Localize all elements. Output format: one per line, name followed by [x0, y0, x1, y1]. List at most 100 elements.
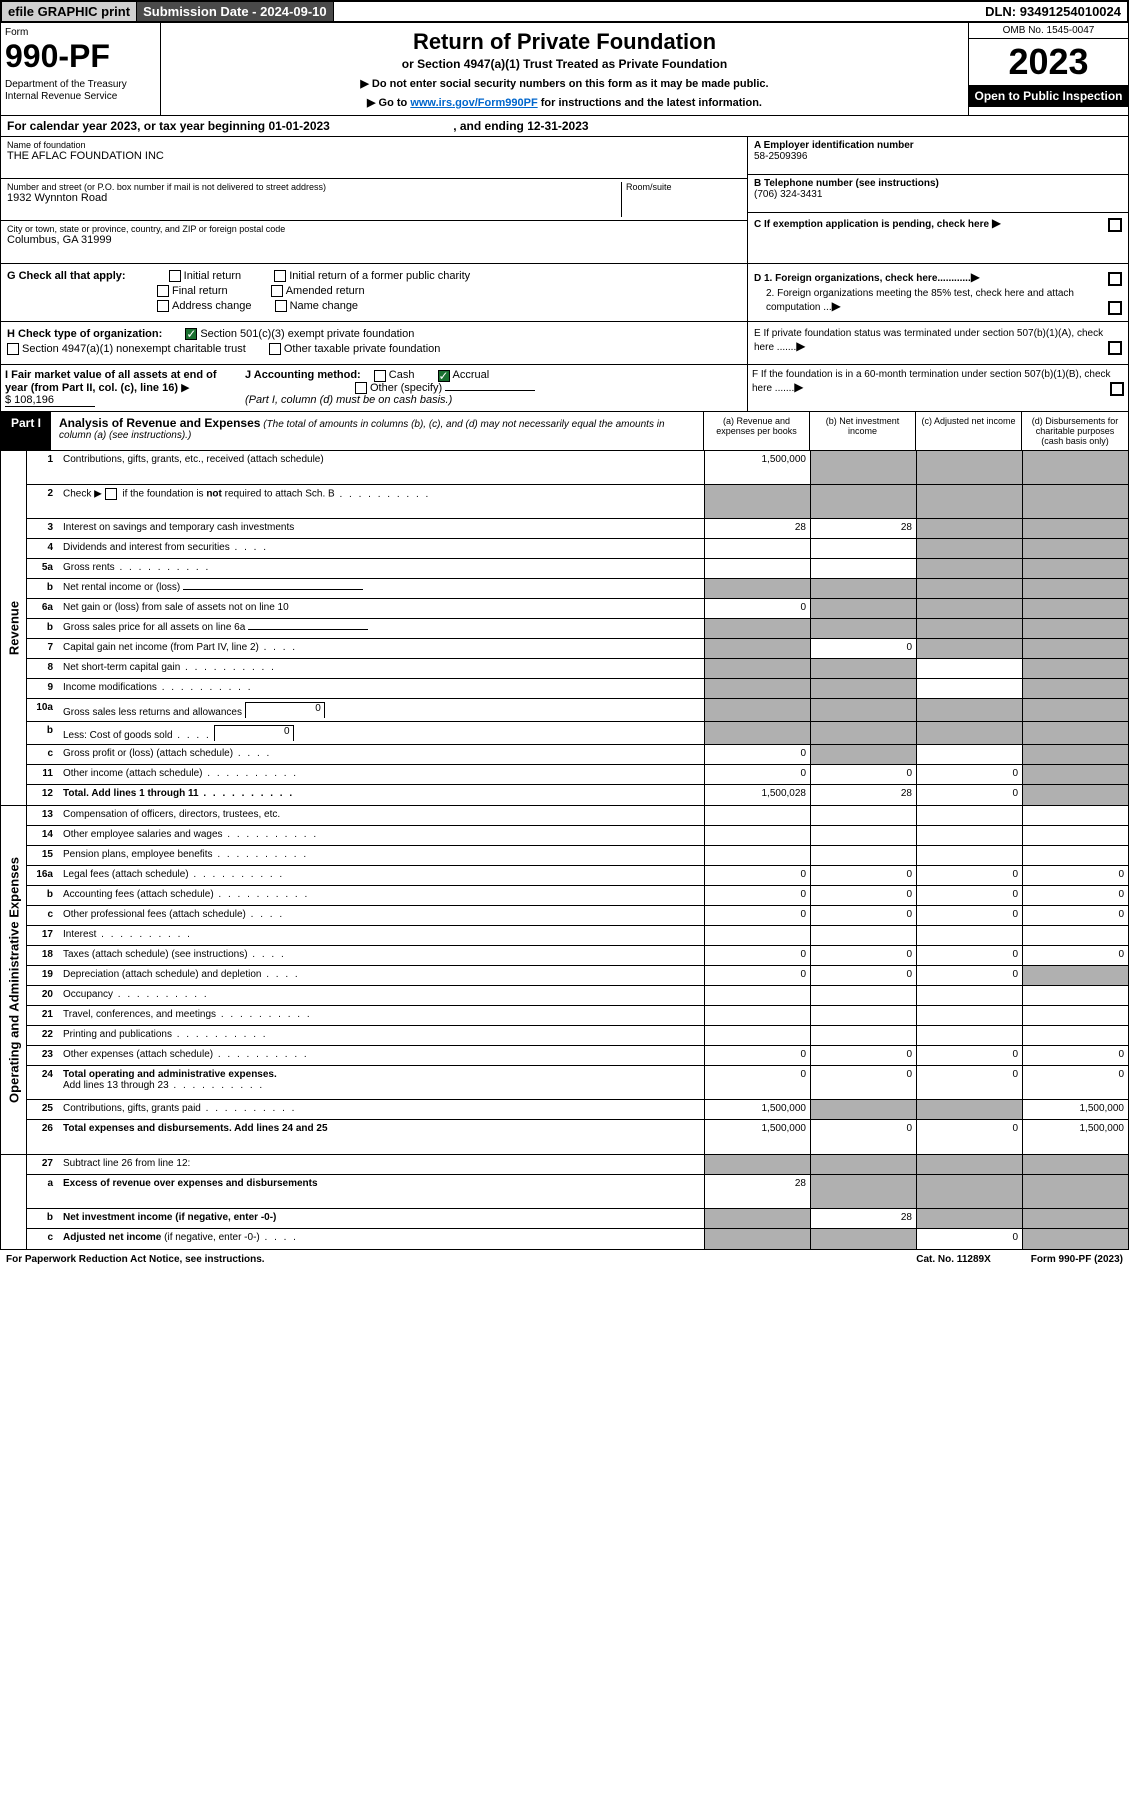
row-12-desc: Total. Add lines 1 through 11	[59, 785, 704, 805]
revenue-label: Revenue	[6, 601, 21, 655]
expenses-label: Operating and Administrative Expenses	[6, 858, 21, 1104]
form-number: 990-PF	[5, 38, 156, 75]
j-label: J Accounting method:	[245, 369, 361, 381]
row-4-desc: Dividends and interest from securities	[59, 539, 704, 558]
dept-treasury: Department of the Treasury Internal Reve…	[5, 79, 156, 103]
row-5b-desc: Net rental income or (loss)	[59, 579, 704, 598]
expenses-section: Operating and Administrative Expenses 13…	[0, 806, 1129, 1155]
cb-final-return[interactable]	[157, 285, 169, 297]
efile-button[interactable]: efile GRAPHIC print	[2, 2, 137, 21]
e-checkbox[interactable]	[1108, 341, 1122, 355]
form-ref: Form 990-PF (2023)	[1031, 1254, 1123, 1265]
e-label: E If private foundation status was termi…	[754, 328, 1103, 353]
row-1-desc: Contributions, gifts, grants, etc., rece…	[59, 451, 704, 484]
row-27a-desc: Excess of revenue over expenses and disb…	[59, 1175, 704, 1208]
cb-other-taxable[interactable]	[269, 343, 281, 355]
calendar-year-line: For calendar year 2023, or tax year begi…	[0, 116, 1129, 137]
street-address: 1932 Wynnton Road	[7, 192, 621, 204]
row-10a-desc: Gross sales less returns and allowances …	[59, 699, 704, 721]
row-19-desc: Depreciation (attach schedule) and deple…	[59, 966, 704, 985]
exemption-pending-label: C If exemption application is pending, c…	[754, 219, 989, 230]
row-11-a: 0	[704, 765, 810, 784]
g-label: G Check all that apply:	[7, 270, 126, 282]
cb-initial-former[interactable]	[274, 270, 286, 282]
d2-checkbox[interactable]	[1108, 301, 1122, 315]
section-h-e: H Check type of organization: Section 50…	[0, 322, 1129, 365]
d2-label: 2. Foreign organizations meeting the 85%…	[766, 288, 1074, 313]
cb-501c3[interactable]	[185, 328, 197, 340]
row-20-desc: Occupancy	[59, 986, 704, 1005]
row-18-desc: Taxes (attach schedule) (see instruction…	[59, 946, 704, 965]
cb-cash[interactable]	[374, 370, 386, 382]
part1-title: Analysis of Revenue and Expenses	[59, 416, 260, 430]
row-27c-desc: Adjusted net income (if negative, enter …	[59, 1229, 704, 1249]
ein-label: A Employer identification number	[754, 140, 1122, 151]
tax-year: 2023	[969, 39, 1128, 85]
row-26-desc: Total expenses and disbursements. Add li…	[59, 1120, 704, 1154]
name-label: Name of foundation	[7, 140, 741, 150]
row-8-desc: Net short-term capital gain	[59, 659, 704, 678]
row-16b-desc: Accounting fees (attach schedule)	[59, 886, 704, 905]
row-25-desc: Contributions, gifts, grants paid	[59, 1100, 704, 1119]
line-27-section: 27Subtract line 26 from line 12: aExcess…	[0, 1155, 1129, 1250]
row-3-b: 28	[810, 519, 916, 538]
foundation-name: THE AFLAC FOUNDATION INC	[7, 150, 741, 162]
row-6a-desc: Net gain or (loss) from sale of assets n…	[59, 599, 704, 618]
section-g-d: G Check all that apply: Initial return I…	[0, 264, 1129, 322]
part1-label: Part I	[1, 412, 51, 450]
form-subtitle: or Section 4947(a)(1) Trust Treated as P…	[167, 57, 962, 71]
row-3-desc: Interest on savings and temporary cash i…	[59, 519, 704, 538]
room-label: Room/suite	[626, 182, 741, 192]
row-11-c: 0	[916, 765, 1022, 784]
d1-label: D 1. Foreign organizations, check here..…	[754, 273, 971, 284]
top-bar: efile GRAPHIC print Submission Date - 20…	[0, 0, 1129, 23]
cb-amended-return[interactable]	[271, 285, 283, 297]
omb-number: OMB No. 1545-0047	[969, 23, 1128, 39]
phone-value: (706) 324-3431	[754, 189, 1122, 200]
cb-initial-return[interactable]	[169, 270, 181, 282]
row-16a-desc: Legal fees (attach schedule)	[59, 866, 704, 885]
row-7-desc: Capital gain net income (from Part IV, l…	[59, 639, 704, 658]
d1-checkbox[interactable]	[1108, 272, 1122, 286]
col-c-header: (c) Adjusted net income	[916, 412, 1022, 450]
row-7-b: 0	[810, 639, 916, 658]
cb-4947a1[interactable]	[7, 343, 19, 355]
cb-accrual[interactable]	[438, 370, 450, 382]
form-label: Form	[5, 27, 156, 38]
section-ij-f: I Fair market value of all assets at end…	[0, 365, 1129, 412]
row-10c-a: 0	[704, 745, 810, 764]
row-6a-a: 0	[704, 599, 810, 618]
col-b-header: (b) Net investment income	[810, 412, 916, 450]
cb-address-change[interactable]	[157, 300, 169, 312]
irs-link[interactable]: www.irs.gov/Form990PF	[410, 97, 537, 109]
col-d-header: (d) Disbursements for charitable purpose…	[1022, 412, 1128, 450]
addr-label: Number and street (or P.O. box number if…	[7, 182, 621, 192]
form-title: Return of Private Foundation	[167, 29, 962, 55]
dln: DLN: 93491254010024	[979, 2, 1127, 21]
fmv-amount: $ 108,196	[5, 394, 95, 407]
page-footer: For Paperwork Reduction Act Notice, see …	[0, 1250, 1129, 1269]
row-21-desc: Travel, conferences, and meetings	[59, 1006, 704, 1025]
part1-header: Part I Analysis of Revenue and Expenses …	[0, 412, 1129, 451]
row-6b-desc: Gross sales price for all assets on line…	[59, 619, 704, 638]
revenue-section: Revenue 1Contributions, gifts, grants, e…	[0, 451, 1129, 806]
row-12-b: 28	[810, 785, 916, 805]
exemption-checkbox[interactable]	[1108, 218, 1122, 232]
catalog-number: Cat. No. 11289X	[916, 1254, 990, 1265]
row-27-desc: Subtract line 26 from line 12:	[59, 1155, 704, 1174]
f-checkbox[interactable]	[1110, 382, 1124, 396]
row-23-desc: Other expenses (attach schedule)	[59, 1046, 704, 1065]
row-12-a: 1,500,028	[704, 785, 810, 805]
note-ssn: ▶ Do not enter social security numbers o…	[167, 77, 962, 90]
cb-name-change[interactable]	[275, 300, 287, 312]
h-label: H Check type of organization:	[7, 328, 162, 340]
f-label: F If the foundation is in a 60-month ter…	[752, 369, 1111, 394]
city-label: City or town, state or province, country…	[7, 224, 741, 234]
cb-sch-b[interactable]	[105, 488, 117, 500]
row-17-desc: Interest	[59, 926, 704, 945]
open-inspection: Open to Public Inspection	[969, 85, 1128, 107]
row-15-desc: Pension plans, employee benefits	[59, 846, 704, 865]
row-24-desc: Total operating and administrative expen…	[59, 1066, 704, 1099]
cb-other-method[interactable]	[355, 382, 367, 394]
note-link: ▶ Go to www.irs.gov/Form990PF for instru…	[167, 96, 962, 109]
